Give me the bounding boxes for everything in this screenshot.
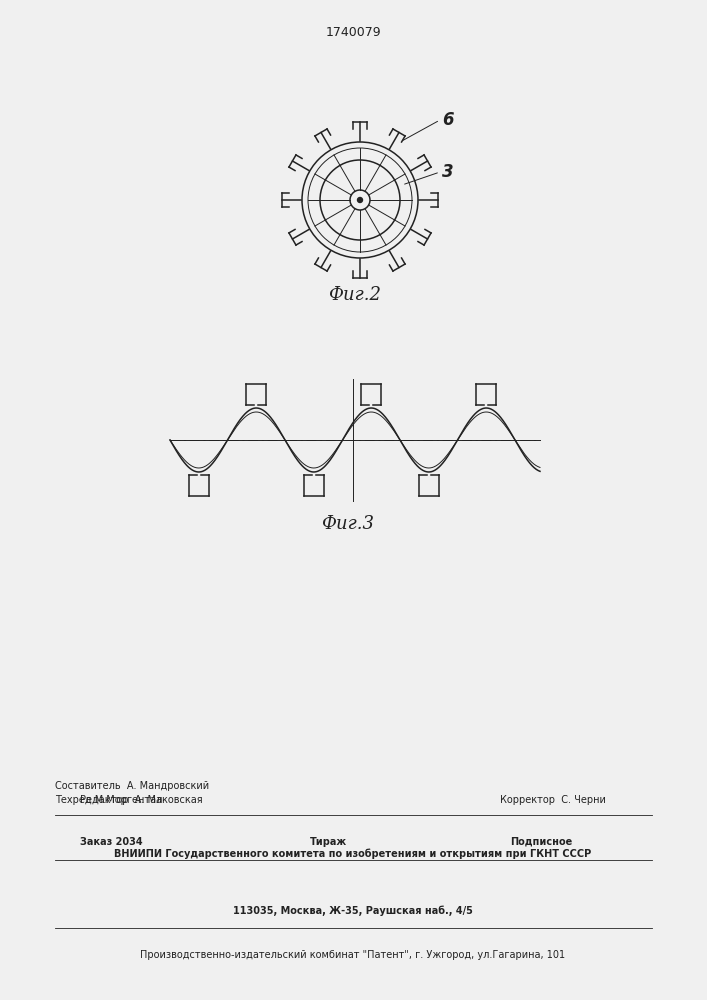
Text: Фиг.2: Фиг.2: [329, 286, 382, 304]
Text: 3: 3: [442, 163, 454, 181]
Text: 1740079: 1740079: [325, 25, 381, 38]
Text: 113035, Москва, Ж-35, Раушская наб., 4/5: 113035, Москва, Ж-35, Раушская наб., 4/5: [233, 906, 473, 916]
Circle shape: [358, 198, 363, 202]
Text: Редактор  А. Маковская: Редактор А. Маковская: [80, 795, 203, 805]
Text: 6: 6: [442, 111, 454, 129]
Text: Тираж: Тираж: [310, 837, 347, 847]
Text: Корректор  С. Черни: Корректор С. Черни: [500, 795, 606, 805]
Text: Фиг.3: Фиг.3: [322, 515, 375, 533]
Text: Составитель  А. Мандровский: Составитель А. Мандровский: [55, 781, 209, 791]
Text: Производственно-издательский комбинат "Патент", г. Ужгород, ул.Гагарина, 101: Производственно-издательский комбинат "П…: [141, 950, 566, 960]
Text: ВНИИПИ Государственного комитета по изобретениям и открытиям при ГКНТ СССР: ВНИИПИ Государственного комитета по изоб…: [115, 849, 592, 859]
Text: Техред М.Моргентал: Техред М.Моргентал: [55, 795, 163, 805]
Text: Заказ 2034: Заказ 2034: [80, 837, 143, 847]
Text: Подписное: Подписное: [510, 837, 572, 847]
